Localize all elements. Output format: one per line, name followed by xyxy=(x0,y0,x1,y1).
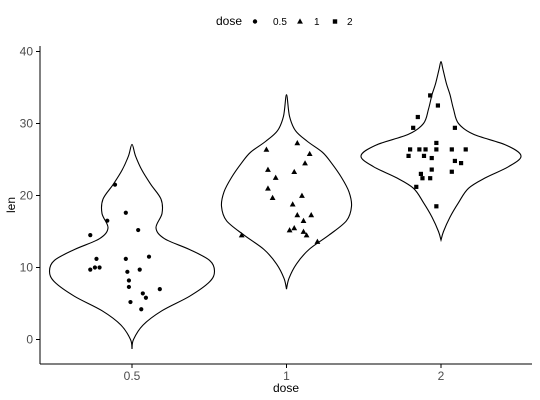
data-point-2-6 xyxy=(408,147,413,152)
data-point-1-16 xyxy=(300,228,307,234)
data-point-0-5-8 xyxy=(92,265,98,270)
data-point-2-7 xyxy=(417,147,422,152)
data-point-1-0 xyxy=(294,140,301,146)
data-point-2-16 xyxy=(458,161,464,166)
data-point-1-11 xyxy=(308,212,315,218)
data-point-0-5-10 xyxy=(97,265,102,270)
data-point-2-8 xyxy=(423,147,428,152)
data-point-2-15 xyxy=(452,158,457,164)
data-point-1-14 xyxy=(291,225,298,231)
data-point-2-19 xyxy=(418,171,424,176)
data-point-0-5-12 xyxy=(125,269,130,274)
data-point-0-5-9 xyxy=(88,267,93,272)
data-point-0-5-17 xyxy=(143,295,149,300)
data-point-1-4 xyxy=(265,166,271,172)
y-tick-label-0: 0 xyxy=(26,333,33,347)
data-point-2-13 xyxy=(421,153,427,158)
data-point-1-2 xyxy=(306,150,313,157)
y-tick-label-40: 40 xyxy=(20,45,34,59)
data-point-2-2 xyxy=(415,114,420,120)
data-point-0-5-5 xyxy=(146,254,152,259)
legend-marker-circle xyxy=(252,19,258,24)
data-point-0-5-0 xyxy=(112,182,118,187)
legend-title: dose xyxy=(216,14,242,28)
data-point-2-4 xyxy=(452,125,457,130)
data-point-0-5-2 xyxy=(105,218,110,223)
data-point-2-20 xyxy=(420,176,425,181)
data-points xyxy=(88,93,468,312)
x-tick-label-0-5: 0.5 xyxy=(124,369,141,383)
violins xyxy=(48,61,522,349)
data-point-1-17 xyxy=(303,232,310,238)
data-point-0-5-7 xyxy=(123,256,128,261)
data-point-0-5-11 xyxy=(137,267,142,272)
data-point-1-10 xyxy=(289,201,296,207)
y-axis-title: len xyxy=(4,197,18,213)
data-point-2-22 xyxy=(414,184,419,189)
legend-label-0-5: 0.5 xyxy=(273,17,287,28)
x-axis-title: dose xyxy=(273,381,299,395)
legend: dose 0.5 1 2 xyxy=(216,14,353,28)
data-point-2-11 xyxy=(434,147,439,152)
violin-0-5 xyxy=(48,143,216,349)
data-point-2-12 xyxy=(406,153,411,158)
legend-marker-triangle xyxy=(297,18,303,24)
legend-marker-square xyxy=(332,19,338,24)
data-point-2-0 xyxy=(428,93,433,98)
data-point-2-1 xyxy=(435,103,441,108)
data-point-1-5 xyxy=(291,168,298,175)
data-point-2-9 xyxy=(449,147,454,152)
data-point-0-5-13 xyxy=(126,278,132,283)
data-point-0-5-16 xyxy=(157,287,162,292)
data-point-2-21 xyxy=(428,176,433,181)
violin-2 xyxy=(360,61,522,243)
data-point-0-5-4 xyxy=(136,227,141,233)
data-point-1-3 xyxy=(302,160,308,166)
data-point-2-3 xyxy=(411,125,416,130)
data-point-1-7 xyxy=(265,185,271,191)
data-point-1-1 xyxy=(263,146,270,152)
data-point-0-5-19 xyxy=(139,307,144,312)
data-point-2-14 xyxy=(429,155,434,161)
data-point-0-5-18 xyxy=(128,299,133,305)
y-tick-label-20: 20 xyxy=(20,189,34,203)
x-tick-label-1: 1 xyxy=(283,369,290,383)
data-point-1-19 xyxy=(314,238,321,244)
violin-1 xyxy=(220,94,353,290)
data-point-1-18 xyxy=(238,232,245,238)
x-ticks: 0.5 1 2 xyxy=(124,364,445,383)
data-point-0-5-15 xyxy=(140,291,145,296)
legend-label-2: 2 xyxy=(347,17,353,28)
data-point-2-18 xyxy=(449,169,454,174)
data-point-2-10 xyxy=(463,147,468,152)
y-ticks: 0 10 20 30 40 xyxy=(20,45,40,347)
data-point-0-5-1 xyxy=(123,210,128,215)
y-tick-label-10: 10 xyxy=(20,261,34,275)
y-tick-label-30: 30 xyxy=(20,117,34,131)
data-point-0-5-3 xyxy=(88,233,93,238)
data-point-1-8 xyxy=(299,192,305,198)
data-point-1-6 xyxy=(272,174,279,180)
data-point-0-5-6 xyxy=(94,256,99,261)
data-point-2-23 xyxy=(434,204,439,209)
x-tick-label-2: 2 xyxy=(438,369,445,383)
data-point-0-5-14 xyxy=(126,284,132,290)
legend-label-1: 1 xyxy=(314,17,320,28)
data-point-1-13 xyxy=(300,217,307,224)
data-point-1-9 xyxy=(269,194,276,200)
data-point-2-5 xyxy=(434,140,439,146)
data-point-1-12 xyxy=(294,212,301,218)
data-point-1-15 xyxy=(286,227,293,233)
data-point-2-17 xyxy=(429,167,434,172)
